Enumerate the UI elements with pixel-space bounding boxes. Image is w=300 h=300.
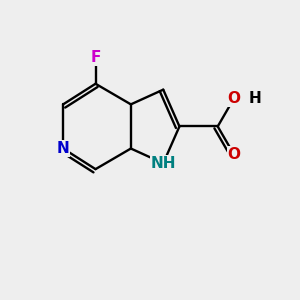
Text: H: H	[248, 91, 261, 106]
Text: N: N	[57, 141, 70, 156]
Text: O: O	[227, 147, 240, 162]
Text: F: F	[90, 50, 101, 65]
Text: O: O	[227, 91, 240, 106]
Text: NH: NH	[151, 156, 176, 171]
